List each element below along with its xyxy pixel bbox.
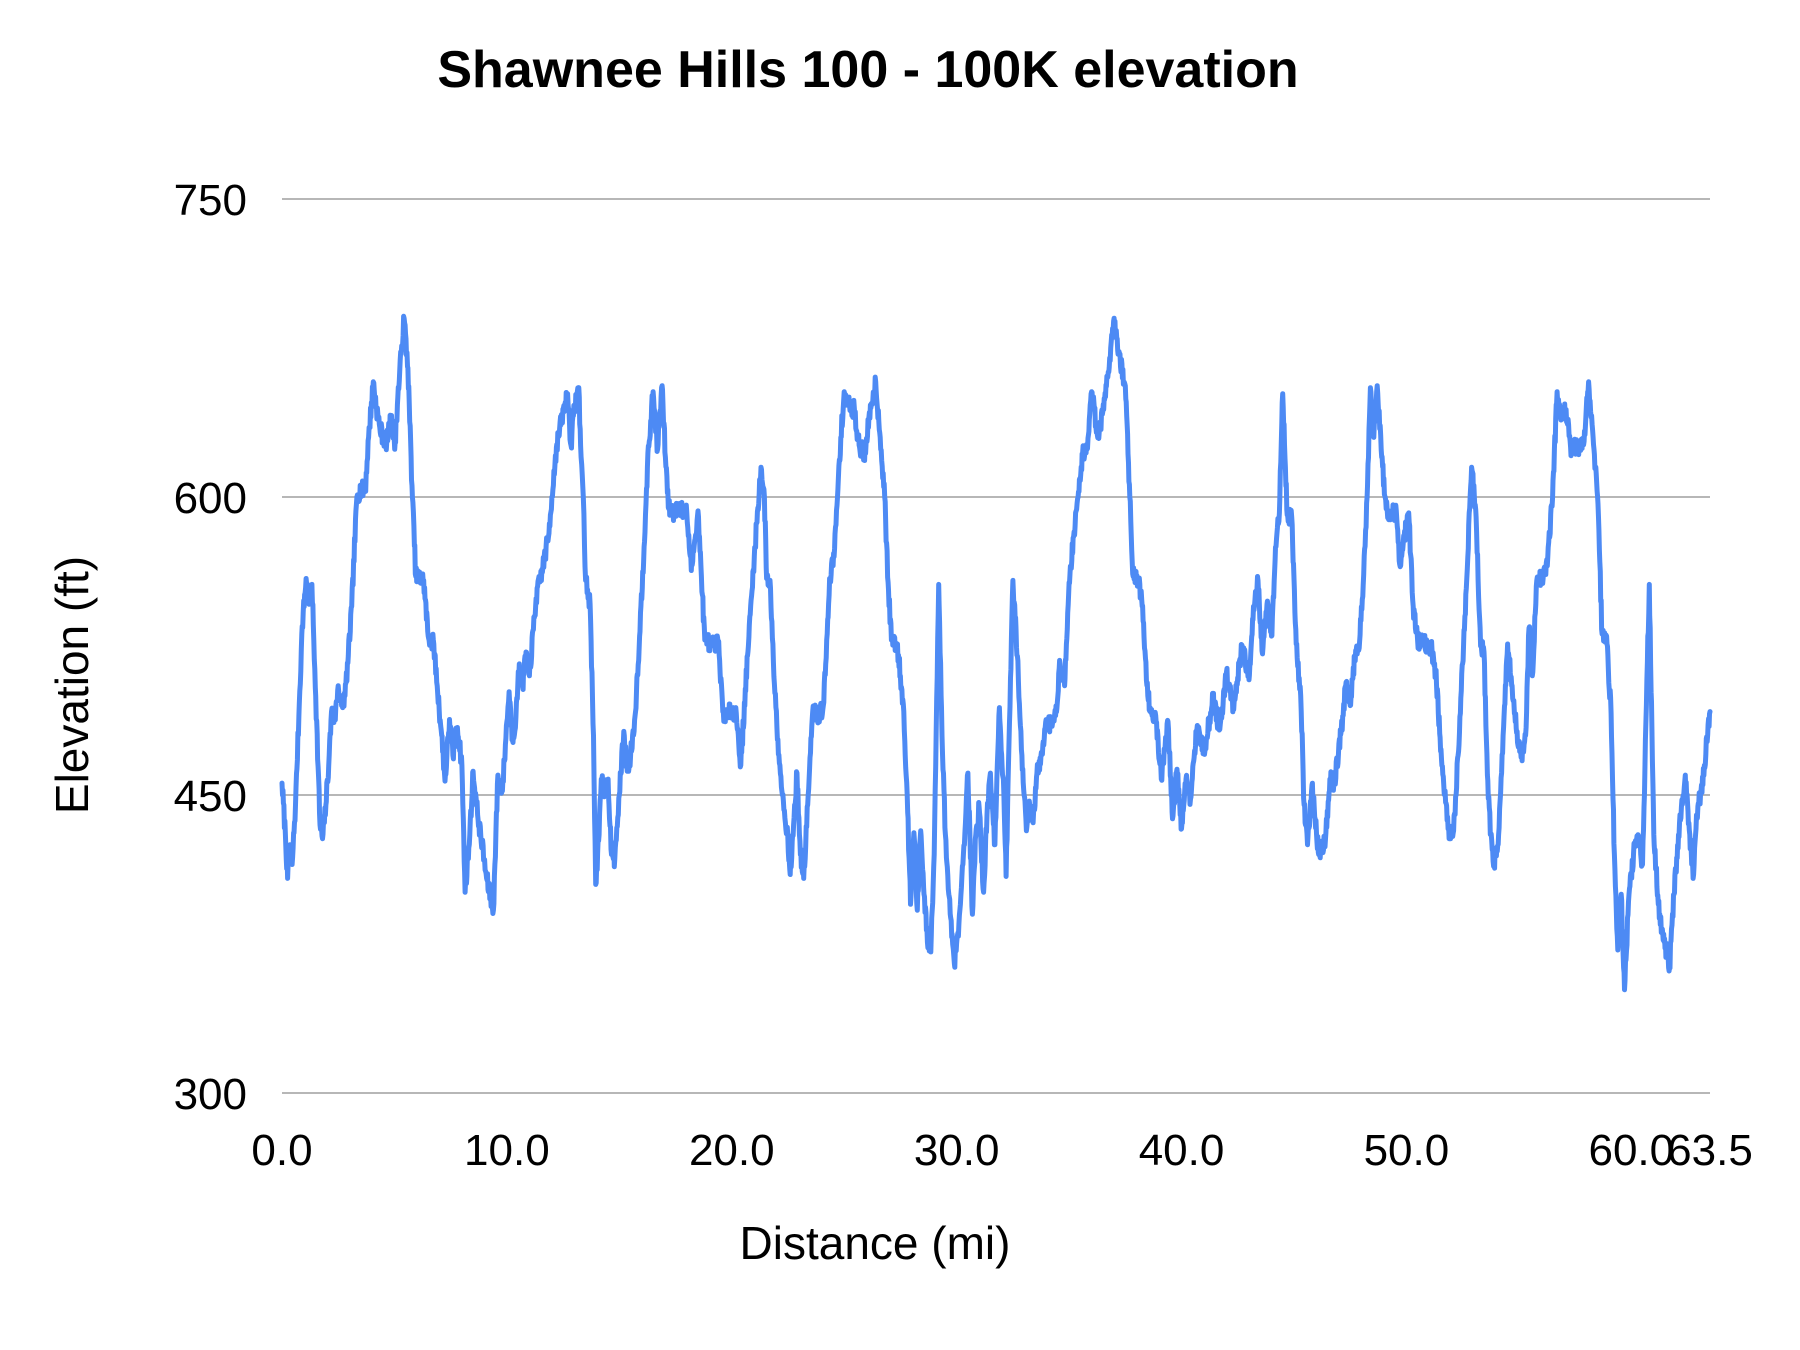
x-tick-63.5: 63.5 xyxy=(1667,1126,1753,1175)
x-tick-0.0: 0.0 xyxy=(251,1126,312,1175)
y-tick-600: 600 xyxy=(174,474,247,523)
x-tick-50.0: 50.0 xyxy=(1364,1126,1450,1175)
y-tick-750: 750 xyxy=(174,176,247,225)
chart-title: Shawnee Hills 100 - 100K elevation xyxy=(437,41,1299,99)
x-axis-tick-labels: 0.0 10.0 20.0 30.0 40.0 50.0 60.063.5 xyxy=(251,1126,1752,1175)
x-tick-30.0: 30.0 xyxy=(914,1126,1000,1175)
y-axis-tick-labels: 300 450 600 750 xyxy=(174,176,247,1119)
x-tick-40.0: 40.0 xyxy=(1139,1126,1225,1175)
x-tick-60.0: 60.0 xyxy=(1588,1126,1674,1175)
gridlines xyxy=(282,198,1710,1094)
y-tick-300: 300 xyxy=(174,1070,247,1119)
elevation-line-series xyxy=(279,313,1713,993)
x-tick-10.0: 10.0 xyxy=(464,1126,550,1175)
x-axis-title: Distance (mi) xyxy=(739,1217,1011,1269)
y-tick-450: 450 xyxy=(174,772,247,821)
x-tick-20.0: 20.0 xyxy=(689,1126,775,1175)
